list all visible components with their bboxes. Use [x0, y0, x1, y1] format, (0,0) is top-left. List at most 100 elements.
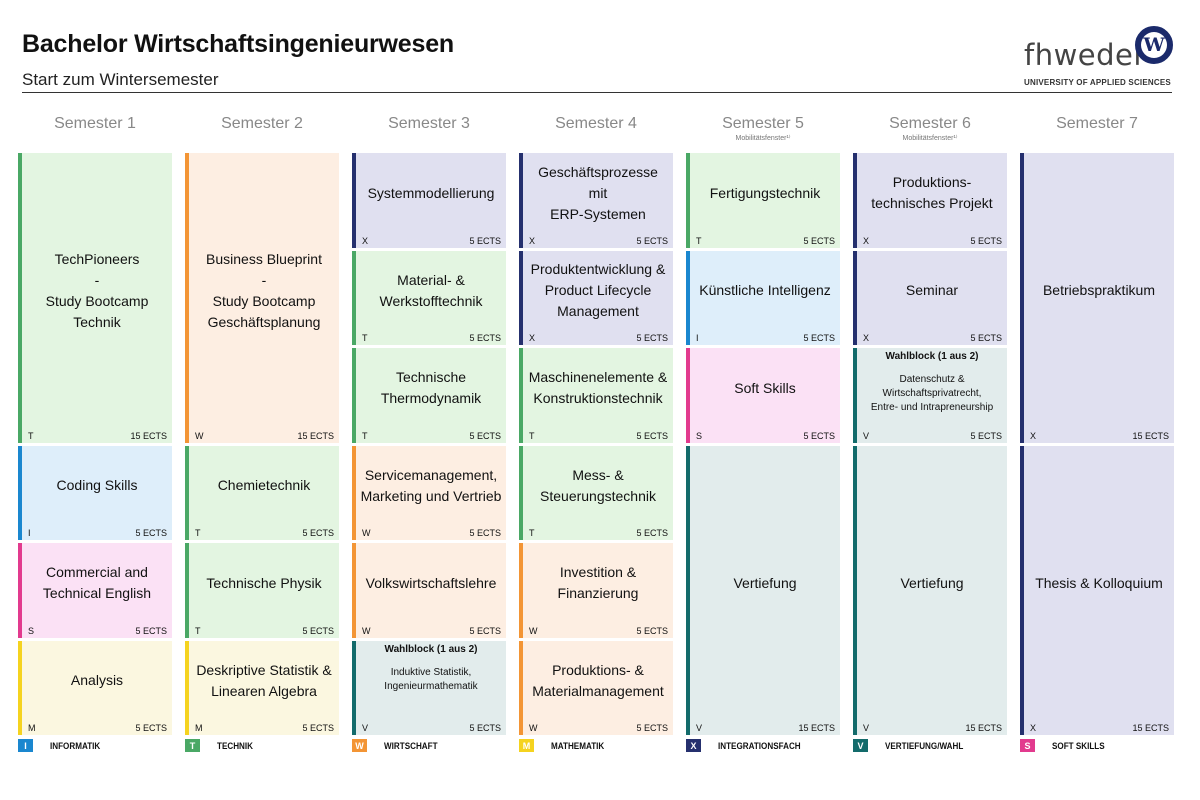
- module-card[interactable]: Servicemanagement, Marketing und Vertrieb…: [352, 445, 506, 540]
- module-card[interactable]: Volkswirtschaftslehre W 5 ECTS: [352, 543, 506, 638]
- module-title-line: -: [261, 271, 267, 288]
- module-category-code: V: [362, 723, 369, 733]
- module-card[interactable]: Investition & Finanzierung W 5 ECTS: [519, 543, 673, 638]
- module-title-line: Commercial and: [46, 564, 148, 581]
- module-card[interactable]: Künstliche Intelligenz I 5 ECTS: [686, 250, 840, 345]
- module-card[interactable]: Material- & Werkstofftechnik T 5 ECTS: [352, 250, 506, 345]
- module-title-line: ERP-Systemen: [550, 205, 646, 222]
- module-ects: 5 ECTS: [636, 333, 668, 343]
- module-card[interactable]: TechPioneers - Study Bootcamp Technik T 15 EC…: [18, 153, 172, 443]
- module-card[interactable]: Seminar X 5 ECTS: [853, 250, 1007, 345]
- legend-swatch: I: [18, 739, 33, 752]
- module-title-line: Systemmodellierung: [367, 184, 495, 201]
- fh-wedel-logo: fhwedel W UNIVERSITY OF APPLIED SCIENCES: [1018, 24, 1173, 94]
- module-title: Wahlblock (1 aus 2) Datenschutz & Wirtscha…: [861, 348, 1003, 429]
- module-title-line: Technische Physik: [206, 574, 322, 591]
- module-title: TechPioneers - Study Bootcamp Technik: [26, 153, 168, 429]
- module-title-line: Fertigungstechnik: [709, 184, 821, 201]
- module-card[interactable]: Vertiefung V 15 ECTS: [686, 445, 840, 735]
- module-title: Material- & Werkstofftechnik: [360, 251, 502, 332]
- module-ects: 5 ECTS: [302, 723, 334, 733]
- semester-label: Semester 1: [54, 115, 136, 132]
- module-card[interactable]: Business Blueprint - Study Bootcamp Geschäf…: [185, 153, 339, 443]
- module-category-code: W: [529, 625, 538, 636]
- legend-label: SOFT SKILLS: [1052, 740, 1105, 751]
- legend-item: V VERTIEFUNG/WAHL: [853, 739, 972, 752]
- module-card[interactable]: Technische Physik T 5 ECTS: [185, 543, 339, 638]
- module-ects: 5 ECTS: [803, 235, 835, 246]
- module-title-line: Seminar: [905, 282, 959, 299]
- module-card[interactable]: Systemmodellierung X 5 ECTS: [352, 153, 506, 248]
- legend-label: TECHNIK: [217, 740, 253, 751]
- module-title: Geschäftsprozesse mit ERP-Systemen: [527, 153, 669, 234]
- semester-label: Semester 3: [388, 115, 470, 132]
- module-title-line: Mess- &: [572, 466, 624, 483]
- module-title-line: Finanzierung: [557, 585, 639, 602]
- module-card[interactable]: Wahlblock (1 aus 2) Datenschutz & Wirtscha…: [853, 348, 1007, 443]
- module-card[interactable]: Produktions- & Materialmanagement W 5 ECTS: [519, 640, 673, 735]
- semester-label: Semester 6: [889, 115, 971, 132]
- module-title-line: Thesis & Kolloquium: [1035, 574, 1163, 591]
- module-title-line: Thermodynamik: [380, 390, 482, 407]
- module-title-line: Werkstofftechnik: [379, 292, 483, 309]
- module-title-line: Geschäftsplanung: [207, 313, 321, 330]
- module-title-line: Künstliche Intelligenz: [699, 282, 831, 299]
- module-card[interactable]: Fertigungstechnik T 5 ECTS: [686, 153, 840, 248]
- module-title-line: Produktions- &: [552, 661, 644, 678]
- module-category-code: W: [195, 430, 204, 441]
- module-card[interactable]: Wahlblock (1 aus 2) Induktive Statistik, I…: [352, 640, 506, 735]
- module-ects: 5 ECTS: [469, 333, 501, 343]
- semester-label: Semester 7: [1056, 115, 1138, 132]
- module-card[interactable]: Geschäftsprozesse mit ERP-Systemen X 5 ECTS: [519, 153, 673, 248]
- module-title: Wahlblock (1 aus 2) Induktive Statistik, I…: [360, 641, 502, 722]
- module-category-code: W: [362, 528, 371, 538]
- module-title-line: Induktive Statistik,: [390, 666, 472, 678]
- module-category-code: W: [529, 723, 538, 733]
- module-category-code: X: [362, 235, 369, 246]
- module-title-line: Material- &: [397, 271, 465, 288]
- module-title: Commercial and Technical English: [26, 543, 168, 624]
- module-card[interactable]: Deskriptive Statistik & Linearen Algebra M…: [185, 640, 339, 735]
- module-title: Vertiefung: [861, 446, 1003, 722]
- module-title: Betriebspraktikum: [1028, 153, 1170, 429]
- module-title: Chemietechnik: [193, 446, 335, 527]
- module-ects: 5 ECTS: [469, 430, 501, 441]
- module-card[interactable]: Analysis M 5 ECTS: [18, 640, 172, 735]
- module-category-code: I: [696, 333, 699, 343]
- module-card[interactable]: Coding Skills I 5 ECTS: [18, 445, 172, 540]
- module-card[interactable]: Produktions-technisches Projekt X 5 ECTS: [853, 153, 1007, 248]
- module-title-line: Analysis: [70, 672, 124, 689]
- module-card[interactable]: Commercial and Technical English S 5 ECTS: [18, 543, 172, 638]
- module-ects: 5 ECTS: [970, 430, 1002, 441]
- module-ects: 5 ECTS: [135, 528, 167, 538]
- semester-header: Semester 6 Mobilitätsfenster¹⁾: [853, 115, 1007, 142]
- module-card[interactable]: Betriebspraktikum X 15 ECTS: [1020, 153, 1174, 443]
- module-card[interactable]: Vertiefung V 15 ECTS: [853, 445, 1007, 735]
- module-title-line: TechPioneers: [54, 250, 140, 267]
- module-card[interactable]: Mess- & Steuerungstechnik T 5 ECTS: [519, 445, 673, 540]
- module-title: Künstliche Intelligenz: [694, 251, 836, 332]
- module-title-line: Linearen Algebra: [211, 682, 317, 699]
- module-card[interactable]: Thesis & Kolloquium X 15 ECTS: [1020, 445, 1174, 735]
- semester-header: Semester 2: [185, 115, 339, 133]
- module-card[interactable]: Maschinenelemente & Konstruktionstechnik T…: [519, 348, 673, 443]
- module-category-code: S: [28, 625, 35, 636]
- module-title-line: Materialmanagement: [532, 682, 664, 699]
- module-card[interactable]: Technische Thermodynamik T 5 ECTS: [352, 348, 506, 443]
- module-title-line: Investition &: [559, 564, 637, 581]
- module-title: Systemmodellierung: [360, 153, 502, 234]
- legend-swatch: S: [1020, 739, 1035, 752]
- module-card[interactable]: Chemietechnik T 5 ECTS: [185, 445, 339, 540]
- semester-header: Semester 5 Mobilitätsfenster¹⁾: [686, 115, 840, 142]
- logo-subtitle: UNIVERSITY OF APPLIED SCIENCES: [1024, 78, 1171, 87]
- module-category-code: X: [1030, 430, 1037, 441]
- module-title: Mess- & Steuerungstechnik: [527, 446, 669, 527]
- semester-note: Mobilitätsfenster¹⁾: [735, 135, 791, 142]
- module-category-code: T: [529, 528, 535, 538]
- module-title-line: Coding Skills: [56, 477, 138, 494]
- module-category-code: M: [195, 723, 203, 733]
- module-ects: 5 ECTS: [302, 528, 334, 538]
- module-card[interactable]: Produktentwicklung & Product Lifecycle Man…: [519, 250, 673, 345]
- module-card[interactable]: Soft Skills S 5 ECTS: [686, 348, 840, 443]
- module-title: Vertiefung: [694, 446, 836, 722]
